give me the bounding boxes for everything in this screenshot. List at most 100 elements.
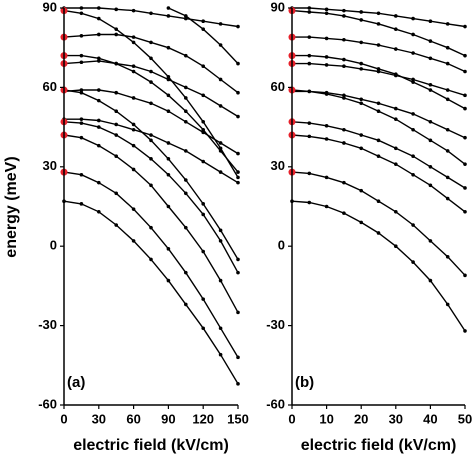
- curve-point: [149, 138, 153, 143]
- curve-point: [445, 127, 450, 132]
- curve-point: [324, 137, 329, 141]
- curve-point: [149, 69, 153, 74]
- x-tick-label: 150: [227, 411, 249, 426]
- y-tick-label: 60: [271, 79, 285, 94]
- energy-curve: [291, 89, 466, 165]
- curve-point: [376, 67, 381, 71]
- curve-point: [445, 22, 450, 26]
- curve-point: [411, 260, 415, 264]
- curve-point: [79, 60, 84, 65]
- curve-point: [411, 77, 415, 82]
- curve-point: [201, 93, 205, 98]
- curve-point: [79, 53, 84, 58]
- curve-point: [342, 93, 346, 98]
- curve-point: [324, 36, 329, 41]
- curve-point: [463, 106, 467, 111]
- curve-point: [97, 143, 101, 148]
- curve-point: [342, 8, 346, 13]
- curve-point: [236, 257, 240, 262]
- curve-point: [463, 329, 467, 333]
- curve-point: [445, 45, 450, 50]
- curve-point: [428, 88, 433, 92]
- curve-point: [149, 157, 153, 161]
- curve-point: [307, 6, 312, 10]
- curve-point: [324, 123, 329, 128]
- curve-point: [218, 352, 223, 357]
- curve-point: [218, 278, 223, 283]
- curve-point: [218, 228, 223, 233]
- curve-point: [359, 61, 364, 66]
- curve-point: [376, 69, 381, 74]
- curve-point: [394, 244, 398, 248]
- curve-point: [184, 16, 188, 21]
- curve-point: [201, 159, 205, 164]
- curve-point: [324, 55, 329, 59]
- curve-point: [79, 135, 84, 140]
- curve-point: [411, 154, 415, 159]
- curve-point: [236, 151, 240, 156]
- curve-point: [166, 172, 171, 177]
- energy-curve: [64, 118, 239, 184]
- x-tick-label: 50: [458, 411, 472, 426]
- curve-point: [218, 77, 223, 82]
- curve-point: [359, 97, 364, 102]
- curve-point: [79, 121, 84, 125]
- x-tick-label: 10: [319, 411, 333, 426]
- curve-point: [359, 67, 364, 71]
- curve-point: [166, 109, 171, 114]
- curve-point: [79, 117, 84, 121]
- plot: [288, 6, 467, 333]
- curve-point: [114, 109, 118, 114]
- curve-point: [149, 80, 153, 84]
- curve-point: [114, 191, 118, 196]
- curve-point: [114, 223, 118, 227]
- curve-point: [166, 45, 171, 50]
- curve-point: [376, 22, 381, 26]
- energy-curve: [168, 7, 239, 65]
- curve-point: [131, 69, 136, 74]
- curve-point: [149, 56, 153, 61]
- curve-point: [149, 40, 153, 45]
- x-tick-label: 120: [192, 411, 214, 426]
- curve-point: [131, 122, 136, 127]
- curve-point: [463, 93, 467, 98]
- x-tick-label: 0: [60, 411, 67, 426]
- curve-point: [411, 51, 415, 55]
- curve-point: [359, 146, 364, 151]
- x-axis-label: electric field (kV/cm): [301, 437, 457, 454]
- energy-curve: [63, 89, 239, 155]
- curve-point: [184, 96, 188, 100]
- curve-point: [166, 278, 171, 283]
- curve-point: [307, 35, 312, 39]
- curve-point: [218, 43, 223, 47]
- curve-point: [79, 90, 84, 95]
- curve-point: [131, 207, 136, 211]
- curve-point: [428, 239, 433, 243]
- curve-point: [324, 11, 329, 16]
- curve-point: [97, 98, 101, 103]
- energy-curve: [292, 90, 466, 139]
- curve-point: [428, 165, 433, 169]
- curve-point: [236, 355, 240, 360]
- curve-point: [236, 270, 240, 275]
- y-tick-label: 90: [43, 0, 57, 14]
- curve-point: [428, 19, 433, 24]
- curve-point: [342, 64, 346, 69]
- y-tick-label: -60: [38, 396, 57, 411]
- curve-point: [463, 24, 467, 29]
- curve-point: [359, 133, 364, 137]
- curve-point: [445, 302, 450, 307]
- curve-point: [394, 162, 398, 166]
- curve-point: [131, 127, 136, 132]
- curve-point: [236, 170, 240, 174]
- curve-point: [376, 231, 381, 235]
- curve-point: [342, 57, 346, 62]
- curve-point: [324, 7, 329, 12]
- curve-point: [218, 22, 223, 26]
- x-tick-label: 30: [92, 411, 106, 426]
- curve-point: [394, 117, 398, 121]
- curve-point: [149, 225, 153, 230]
- curve-point: [201, 212, 205, 217]
- curve-point: [394, 27, 398, 31]
- curve-point: [411, 112, 415, 116]
